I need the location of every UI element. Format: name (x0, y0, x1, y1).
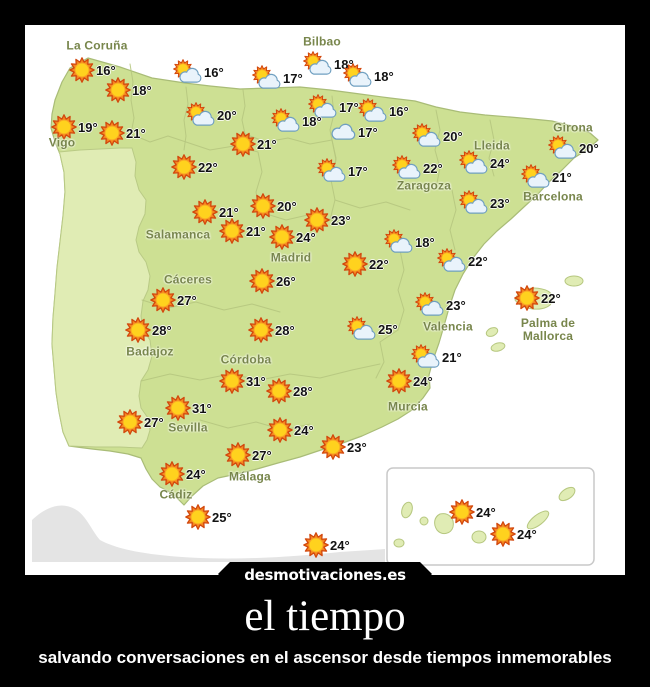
spain-weather-map (29, 29, 621, 567)
mallorca-island (514, 287, 554, 310)
portugal-landmass (51, 147, 153, 449)
meme-subtitle: salvando conversaciones en el ascensor d… (38, 648, 612, 667)
map-svg (32, 57, 599, 566)
menorca-island (564, 275, 584, 287)
photo-frame (25, 25, 625, 575)
balearic-islands (485, 275, 584, 352)
canary-inset-box (386, 467, 595, 566)
canary-inset (386, 467, 595, 566)
watermark-tab: desmotivaciones.es (218, 562, 432, 587)
meme-title: el tiempo (244, 593, 406, 640)
formentera-island (490, 342, 506, 352)
africa-coast (32, 505, 385, 562)
ibiza-island (485, 327, 499, 337)
watermark-text: desmotivaciones.es (244, 565, 406, 584)
